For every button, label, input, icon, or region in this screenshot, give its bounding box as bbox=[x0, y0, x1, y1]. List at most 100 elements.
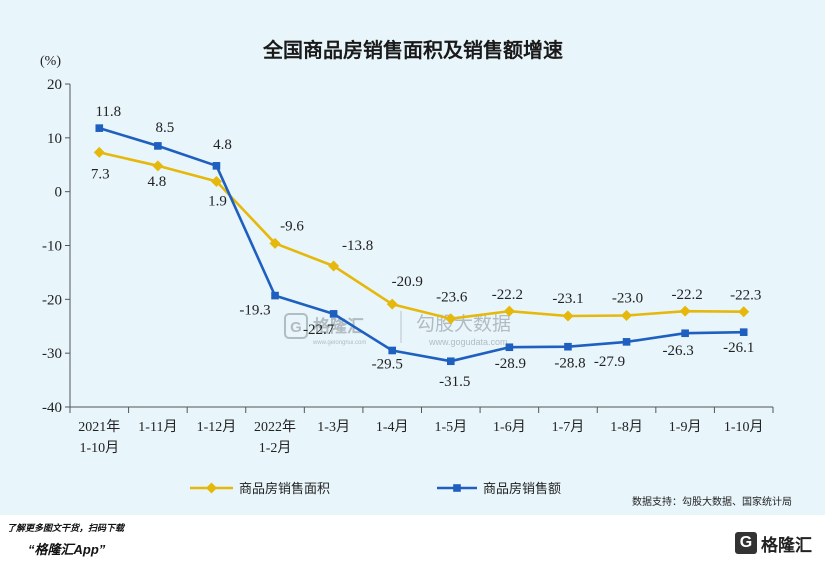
y-tick-label: -40 bbox=[42, 400, 62, 416]
data-point-diamond bbox=[328, 260, 340, 272]
data-point-square bbox=[329, 310, 338, 318]
x-tick-label-line: 1-12月 bbox=[197, 419, 237, 435]
watermark-brand: 格隆汇 bbox=[313, 316, 364, 336]
chart-svg: 全国商品房销售面积及销售额增速 (%) G 格隆汇 www.gelonghui.… bbox=[40, 38, 792, 508]
g-logo-icon: G bbox=[735, 532, 757, 554]
series-layer bbox=[93, 124, 750, 366]
x-tick-label-line: 2021年 bbox=[78, 419, 120, 435]
legend-item-sales-area: 商品房销售面积 bbox=[190, 481, 330, 496]
y-tick-label: 20 bbox=[47, 77, 62, 93]
x-tick-label: 2022年 1-2月 bbox=[254, 419, 296, 456]
data-point-diamond bbox=[93, 146, 105, 158]
data-point-square bbox=[505, 343, 514, 352]
x-tick-label-line: 1-10月 bbox=[79, 440, 119, 456]
x-tick-label-line: 1-5月 bbox=[434, 419, 467, 435]
y-tick-label: -20 bbox=[42, 292, 62, 308]
data-label: -28.8 bbox=[554, 356, 585, 372]
x-tick-label: 1-7月 bbox=[552, 419, 585, 435]
data-label: -26.3 bbox=[663, 343, 694, 359]
data-point-diamond bbox=[269, 237, 281, 249]
data-point-square bbox=[564, 342, 572, 351]
data-point-square bbox=[446, 357, 455, 366]
y-tick-label: -30 bbox=[42, 346, 62, 362]
data-label: -23.6 bbox=[436, 290, 468, 306]
footer-app-name: “格隆汇App” bbox=[28, 542, 106, 557]
x-tick-label: 1-8月 bbox=[610, 419, 643, 435]
data-label: -22.7 bbox=[303, 322, 335, 338]
x-tick-label-line: 1-8月 bbox=[610, 419, 643, 435]
legend-diamond-marker bbox=[206, 482, 217, 494]
footer-note: 了解更多图文干货，扫码下载 bbox=[7, 523, 125, 533]
data-label: 7.3 bbox=[91, 166, 110, 182]
x-tick-label: 1-11月 bbox=[138, 419, 177, 435]
data-point-square bbox=[681, 329, 689, 338]
x-tick-label-line: 1-6月 bbox=[493, 419, 526, 435]
x-tick-label: 1-9月 bbox=[669, 419, 702, 435]
x-tick-label: 1-12月 bbox=[197, 419, 237, 435]
data-label: -29.5 bbox=[372, 356, 403, 372]
chart-panel bbox=[0, 0, 825, 515]
data-label: -28.9 bbox=[495, 356, 526, 372]
data-point-diamond bbox=[503, 305, 515, 317]
data-point-square bbox=[95, 124, 104, 132]
watermark-name: 勾股大数据 bbox=[416, 313, 511, 335]
data-point-square bbox=[154, 142, 162, 150]
x-tick-label-line: 1-3月 bbox=[317, 419, 350, 435]
series-sales-amount bbox=[95, 124, 748, 366]
data-source: 数据支持：勾股大数据、国家统计局 bbox=[632, 495, 792, 508]
x-tick-label: 1-3月 bbox=[317, 419, 350, 435]
data-point-square bbox=[622, 338, 631, 346]
data-point-diamond bbox=[621, 309, 633, 321]
data-label-layer: 7.3 4.8 1.9 -9.6 -13.8 -20.9 -23.6 -22.2 -23.1 -2… bbox=[91, 104, 761, 390]
series-sales-area bbox=[93, 146, 750, 325]
x-tick-label-line: 1-7月 bbox=[552, 419, 585, 435]
y-tick-label: 0 bbox=[55, 185, 63, 201]
logo-text: 格隆汇 bbox=[761, 535, 812, 555]
data-point-diamond bbox=[152, 160, 164, 172]
x-tick-label-line: 1-11月 bbox=[138, 419, 177, 435]
legend: 商品房销售面积 商品房销售额 bbox=[190, 481, 561, 496]
data-label: -20.9 bbox=[392, 274, 423, 290]
data-label: 8.5 bbox=[156, 120, 175, 136]
data-label: -22.2 bbox=[672, 287, 703, 303]
data-label: -22.3 bbox=[730, 288, 761, 304]
data-label: 4.8 bbox=[213, 137, 232, 153]
data-label: -22.2 bbox=[492, 287, 523, 303]
x-tick-label: 2021年 1-10月 bbox=[78, 419, 120, 456]
x-tick-label-line: 2022年 bbox=[254, 419, 296, 435]
x-axis: 2021年 1-10月 1-11月 1-12月 2022年 1-2月 1-3月 1-4月 1-5… bbox=[69, 406, 774, 456]
y-axis: 20 10 0 -10 -20 -30 -40 bbox=[42, 77, 71, 416]
data-label: -13.8 bbox=[342, 238, 373, 254]
data-point-diamond bbox=[679, 305, 691, 317]
data-label: 4.8 bbox=[148, 174, 167, 190]
brand-logo: G 格隆汇 bbox=[735, 530, 812, 556]
data-label: -27.9 bbox=[594, 354, 625, 370]
series-line bbox=[99, 151, 744, 321]
watermark-logo-icon bbox=[284, 313, 308, 339]
chart-title: 全国商品房销售面积及销售额增速 bbox=[262, 38, 563, 62]
watermark-logo-letter: G bbox=[290, 319, 302, 336]
watermark: G 格隆汇 www.gelonghui.com 勾股大数据 www.goguda… bbox=[284, 311, 511, 347]
data-point-square bbox=[271, 291, 279, 300]
data-label: 11.8 bbox=[95, 104, 121, 120]
x-tick-label: 1-6月 bbox=[493, 419, 526, 435]
x-tick-label: 1-4月 bbox=[376, 419, 409, 435]
x-tick-label-line: 1-2月 bbox=[259, 440, 292, 456]
data-label: -31.5 bbox=[439, 374, 470, 390]
legend-label: 商品房销售额 bbox=[483, 481, 561, 496]
x-tick-label: 1-10月 bbox=[724, 419, 764, 435]
data-point-diamond bbox=[210, 175, 222, 187]
data-label: -9.6 bbox=[280, 218, 304, 234]
watermark-url: www.gogudata.com bbox=[428, 337, 508, 347]
watermark-brand-url: www.gelonghui.com bbox=[312, 340, 366, 346]
x-tick-label-line: 1-10月 bbox=[724, 419, 764, 435]
data-point-square bbox=[739, 328, 748, 336]
data-label: -19.3 bbox=[239, 303, 270, 319]
x-tick-label: 1-5月 bbox=[434, 419, 467, 435]
data-label: -23.0 bbox=[612, 290, 643, 306]
data-label: -23.1 bbox=[552, 291, 583, 307]
series-line bbox=[98, 126, 744, 363]
legend-item-sales-amount: 商品房销售额 bbox=[437, 481, 561, 496]
data-label: -26.1 bbox=[723, 340, 754, 356]
y-tick-label: 10 bbox=[47, 131, 62, 147]
